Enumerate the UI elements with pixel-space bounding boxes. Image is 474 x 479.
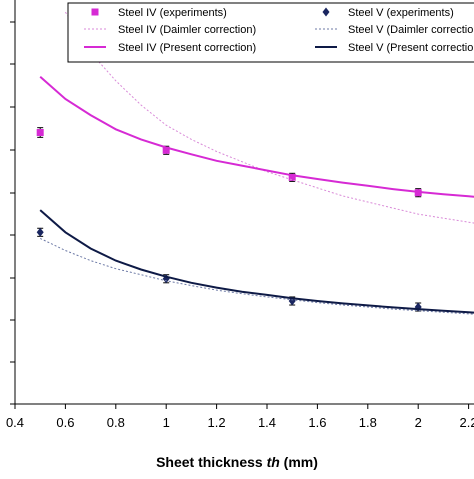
x-tick-label: 1.8 (359, 415, 377, 430)
x-tick-label: 1.6 (308, 415, 326, 430)
axes (10, 0, 474, 409)
series-0 (36, 127, 422, 198)
series-5 (39, 209, 474, 314)
legend-label: Steel V (experiments) (348, 7, 454, 19)
x-tick-label: 2.2 (460, 415, 474, 430)
series-line (39, 209, 474, 314)
legend-swatch (322, 7, 330, 17)
series-line (39, 76, 474, 198)
series-3 (36, 227, 422, 312)
series-line (64, 11, 474, 224)
plot-clip-group (36, 11, 474, 315)
series-1 (64, 11, 474, 224)
legend-item: Steel IV (experiments) (91, 7, 227, 19)
x-tick-label: 2 (415, 415, 422, 430)
x-tick-label: 0.6 (56, 415, 74, 430)
data-point (288, 173, 296, 181)
legend-item: Steel V (experiments) (322, 7, 454, 19)
legend-label: Steel V (Daimler correction) (348, 24, 474, 36)
data-point (36, 129, 44, 137)
legend-label: Steel IV (Daimler correction) (118, 24, 256, 36)
legend-swatch (91, 8, 99, 16)
x-axis-title-prefix: Sheet thickness (156, 454, 267, 470)
x-tick-label: 1 (163, 415, 170, 430)
legend-label: Steel IV (experiments) (118, 7, 227, 19)
data-point (162, 146, 170, 154)
legend: Steel IV (experiments) Steel IV (Daimler … (67, 2, 474, 63)
legend-label: Steel V (Present correction) (348, 42, 474, 54)
x-tick-label: 1.4 (258, 415, 276, 430)
series-4 (39, 237, 474, 315)
x-axis-title-unit: (mm) (280, 454, 318, 470)
x-tick-label: 1.2 (208, 415, 226, 430)
x-axis-title: Sheet thickness th (mm) (156, 454, 318, 470)
x-tick-labels: 0.40.60.811.21.41.61.822.22.42.6 (6, 415, 474, 430)
legend-item: Steel V (Present correction) (315, 42, 474, 54)
x-tick-label: 0.4 (6, 415, 24, 430)
x-tick-label: 0.8 (107, 415, 125, 430)
data-point (36, 227, 44, 237)
legend-item: Steel IV (Daimler correction) (84, 24, 256, 36)
plot-area (36, 11, 474, 315)
legend-item: Steel V (Daimler correction) (315, 24, 474, 36)
legend-item: Steel IV (Present correction) (84, 42, 256, 54)
series-line (39, 237, 474, 315)
x-axis-title-var: th (267, 454, 280, 470)
series-2 (39, 76, 474, 198)
legend-label: Steel IV (Present correction) (118, 42, 256, 54)
legend-box (67, 2, 474, 63)
